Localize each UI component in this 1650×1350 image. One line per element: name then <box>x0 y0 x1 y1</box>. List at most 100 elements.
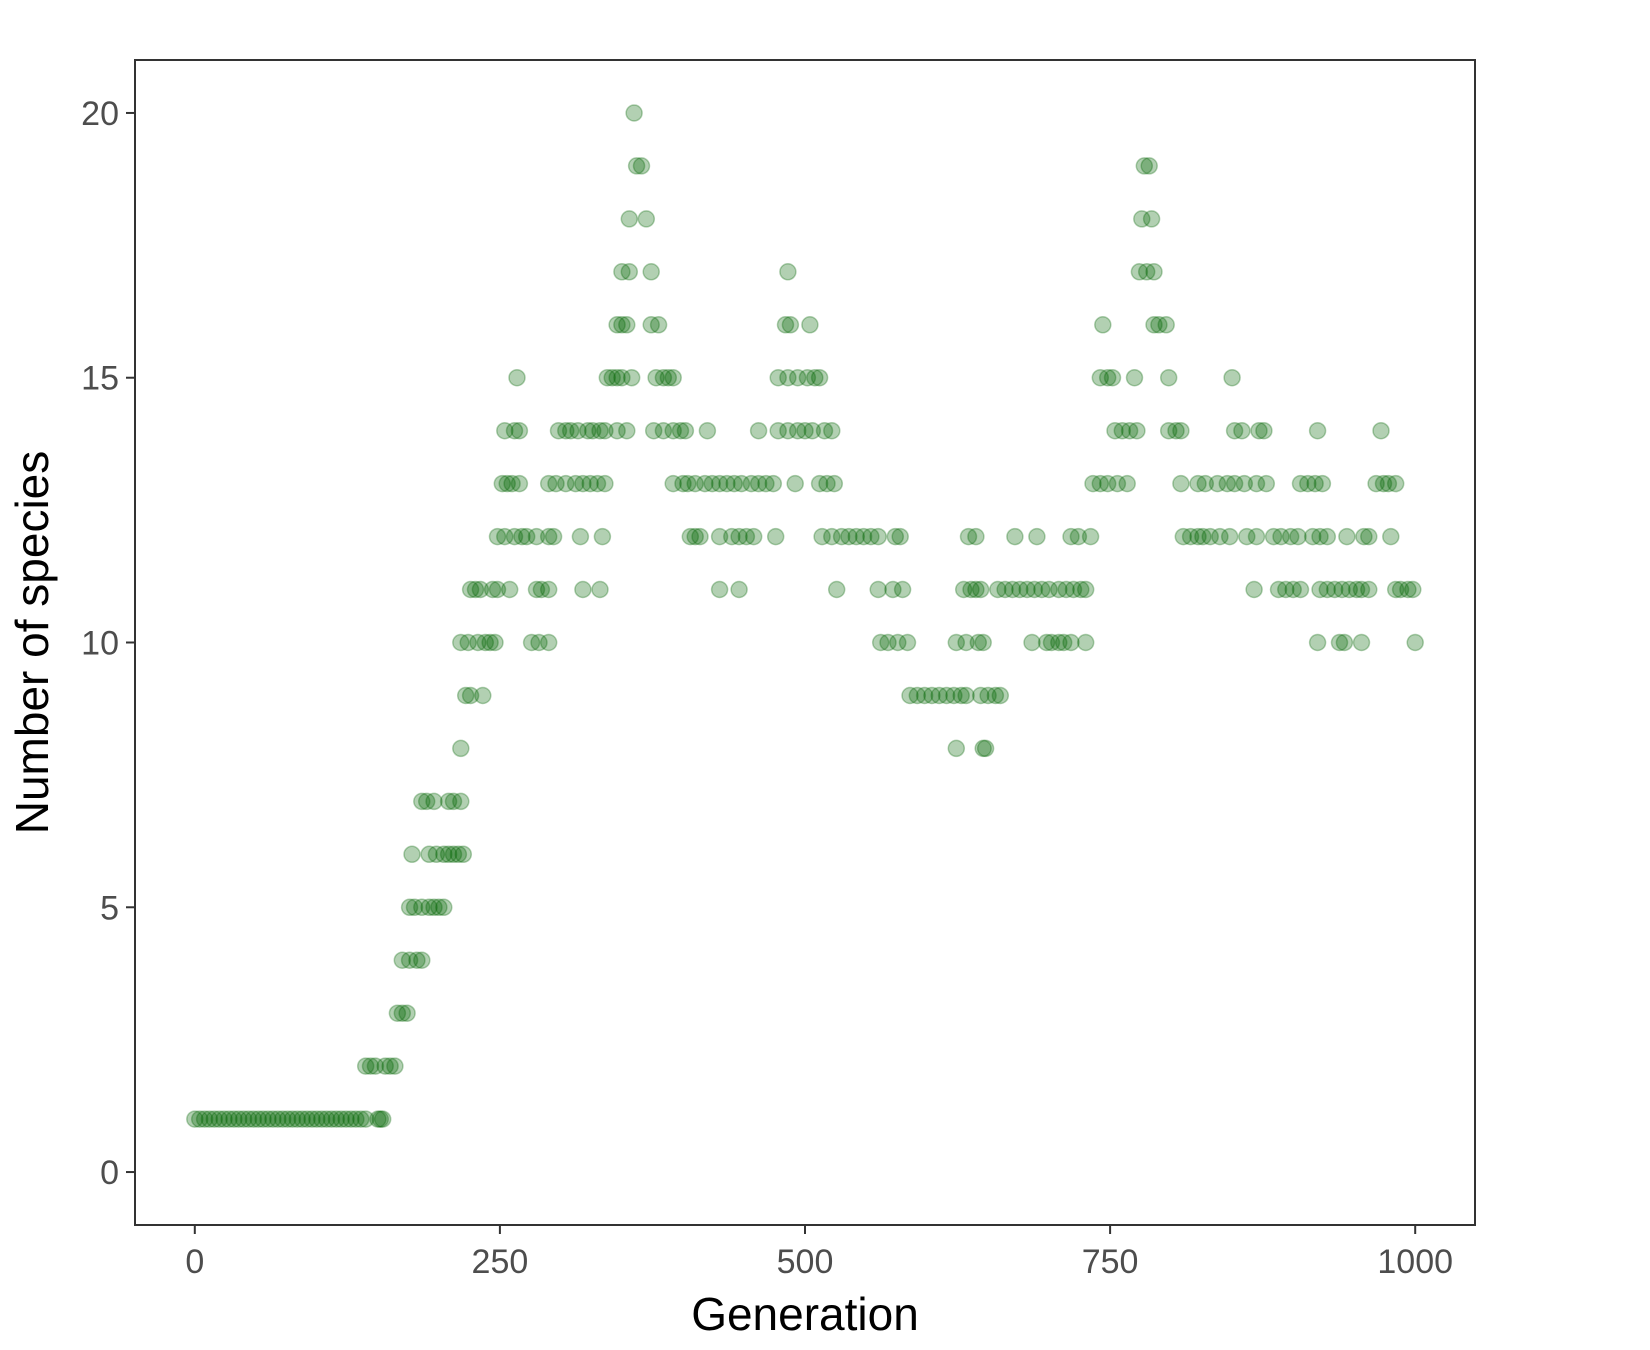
data-point <box>686 527 704 546</box>
x-tick-label: 0 <box>185 1243 204 1281</box>
data-point <box>393 951 412 969</box>
data-point <box>1289 527 1307 546</box>
data-point <box>532 580 551 599</box>
data-point <box>923 686 941 705</box>
data-point <box>893 580 912 599</box>
data-point <box>430 898 448 917</box>
data-point <box>1062 633 1080 652</box>
data-point <box>327 1110 346 1128</box>
data-point <box>971 580 990 599</box>
data-point <box>1235 474 1254 493</box>
data-point <box>1189 527 1207 546</box>
data-point <box>686 474 704 493</box>
data-point <box>1303 527 1322 546</box>
data-point <box>603 368 621 387</box>
data-point <box>654 421 673 440</box>
data-point <box>742 474 761 493</box>
data-point <box>647 368 665 387</box>
data-point <box>769 421 787 440</box>
data-point <box>957 633 975 652</box>
data-point <box>505 421 524 440</box>
data-point <box>581 474 599 493</box>
data-point <box>1347 580 1366 599</box>
data-point <box>1113 421 1132 440</box>
data-point <box>1386 474 1405 493</box>
data-point <box>498 474 516 493</box>
data-point <box>1091 368 1110 387</box>
data-point <box>947 739 966 758</box>
data-point <box>1291 474 1310 493</box>
data-point <box>549 421 568 440</box>
data-point <box>710 527 729 546</box>
data-point <box>596 421 614 440</box>
data-point <box>347 1110 365 1128</box>
data-point <box>386 1057 404 1075</box>
data-point <box>1150 316 1168 334</box>
data-point <box>1352 633 1371 652</box>
data-point <box>674 474 692 493</box>
data-point <box>1069 527 1088 546</box>
data-point <box>1064 580 1083 599</box>
data-point <box>474 686 492 705</box>
data-point <box>413 898 431 917</box>
data-point <box>1211 527 1229 546</box>
data-point <box>937 686 956 705</box>
data-point <box>527 580 546 599</box>
data-point <box>664 368 682 387</box>
data-point <box>781 316 800 334</box>
data-point <box>249 1110 268 1128</box>
data-point <box>312 1110 331 1128</box>
data-point <box>869 580 887 599</box>
data-point <box>1379 474 1398 493</box>
data-point <box>723 527 741 546</box>
data-point <box>1355 527 1373 546</box>
data-point <box>1157 316 1175 334</box>
data-point <box>698 421 717 440</box>
data-point <box>352 1110 370 1128</box>
data-point <box>1269 580 1288 599</box>
data-point <box>264 1110 282 1128</box>
data-point <box>627 157 646 175</box>
data-point <box>1094 316 1112 334</box>
data-point <box>225 1110 243 1128</box>
data-point <box>957 686 975 705</box>
data-point <box>439 845 458 864</box>
data-point <box>1374 474 1393 493</box>
data-point <box>1128 421 1146 440</box>
data-point <box>840 527 858 546</box>
data-point <box>718 474 736 493</box>
data-point <box>974 633 992 652</box>
data-point <box>1208 474 1227 493</box>
data-point <box>356 1057 375 1075</box>
data-point <box>461 580 480 599</box>
data-point <box>452 739 470 758</box>
data-point <box>449 845 468 864</box>
data-point <box>1028 527 1046 546</box>
data-point <box>452 792 470 811</box>
data-point <box>566 474 585 493</box>
data-point <box>361 1057 380 1075</box>
y-tick-label: 20 <box>81 95 119 133</box>
data-point <box>1050 633 1068 652</box>
data-point <box>388 1004 407 1022</box>
data-point <box>1084 474 1102 493</box>
data-point <box>413 951 431 969</box>
data-point <box>539 633 558 652</box>
data-point <box>400 951 419 969</box>
data-point <box>810 368 829 387</box>
data-point <box>1406 633 1424 652</box>
data-point <box>986 686 1005 705</box>
data-point <box>508 368 526 387</box>
data-point <box>618 421 636 440</box>
data-point <box>591 421 609 440</box>
data-point <box>569 421 587 440</box>
data-point <box>632 157 651 175</box>
data-point <box>254 1110 272 1128</box>
data-point <box>539 580 558 599</box>
data-point <box>979 686 997 705</box>
data-point <box>398 1004 416 1022</box>
data-point <box>622 368 641 387</box>
data-point <box>371 1110 390 1128</box>
data-point <box>1040 580 1058 599</box>
data-point <box>1311 527 1329 546</box>
